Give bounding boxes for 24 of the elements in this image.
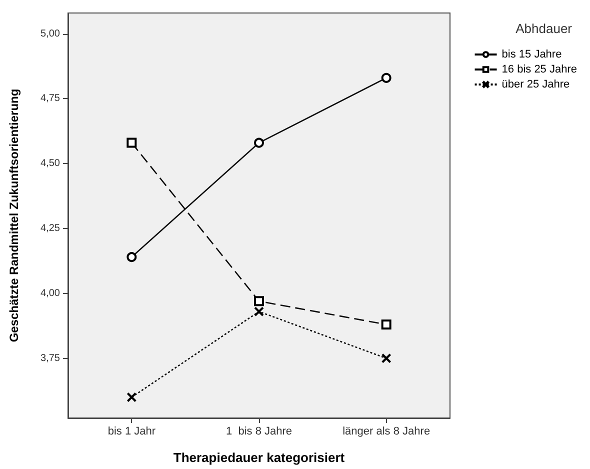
x-tick-label: bis 1 Jahr <box>108 426 156 438</box>
x-tick-label: 1 bis 8 Jahre <box>226 426 292 438</box>
point <box>382 354 391 363</box>
y-tick-label: 4,50 <box>40 158 60 170</box>
legend-label: über 25 Jahre <box>502 78 570 90</box>
legend-title: Abhdauer <box>516 21 573 36</box>
y-tick-label: 3,75 <box>40 352 60 364</box>
y-tick-label: 5,00 <box>40 28 60 40</box>
point <box>254 307 264 316</box>
x-axis-title: Therapiedauer kategorisiert <box>173 450 346 465</box>
legend-label: 16 bis 25 Jahre <box>502 64 577 76</box>
y-tick-label: 4,75 <box>40 93 60 104</box>
y-axis-title: Geschätzte Randmittel Zukunftsorientierung <box>7 88 21 342</box>
point <box>126 252 137 262</box>
point <box>254 296 264 306</box>
y-tick-label: 4,25 <box>40 222 60 234</box>
legend-label: bis 15 Jahre <box>502 48 562 60</box>
point <box>381 72 392 83</box>
point <box>381 320 392 330</box>
x-tick-label: länger als 8 Jahre <box>342 426 430 438</box>
point <box>126 138 137 148</box>
point <box>254 138 264 148</box>
y-tick-label: 4,00 <box>40 288 60 299</box>
point <box>127 392 136 402</box>
